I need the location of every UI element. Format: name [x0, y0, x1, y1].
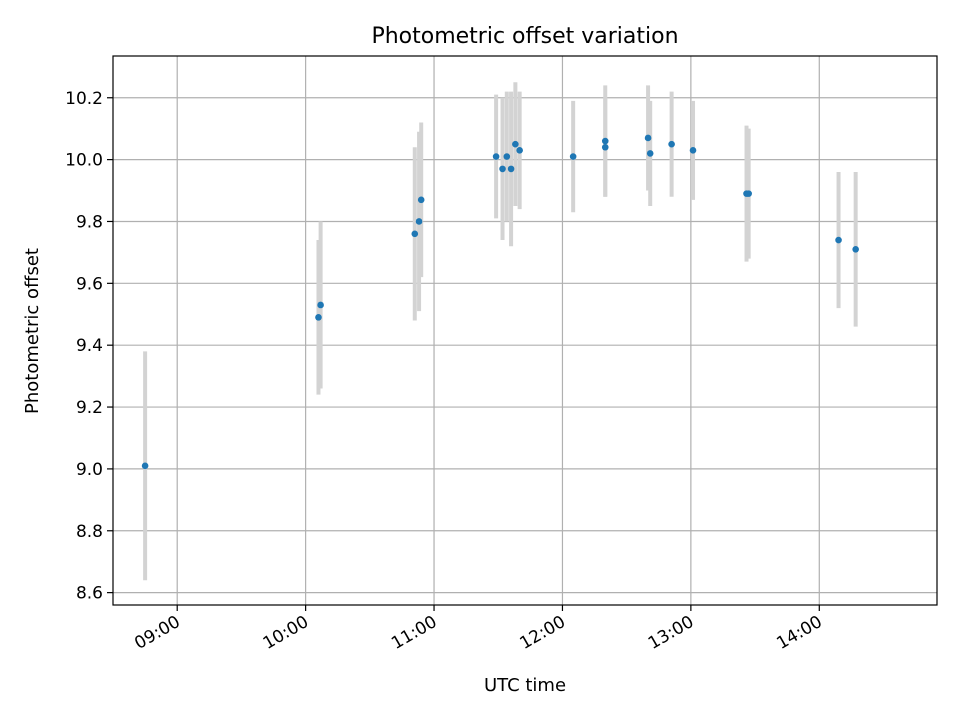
data-point	[745, 190, 752, 197]
data-point	[315, 314, 322, 321]
y-tick-label: 10.0	[65, 151, 103, 171]
data-point	[852, 246, 859, 253]
data-point	[141, 462, 149, 470]
data-point	[417, 196, 425, 204]
data-point	[835, 236, 842, 244]
data-point	[411, 230, 419, 238]
y-tick-label: 10.2	[65, 89, 103, 109]
data-point	[499, 165, 506, 173]
data-point	[689, 147, 697, 154]
data-point	[317, 301, 324, 309]
chart-title: Photometric offset variation	[371, 24, 678, 49]
data-point	[503, 153, 511, 160]
data-point	[516, 147, 523, 154]
data-point	[601, 137, 609, 145]
y-tick-label: 9.6	[76, 274, 103, 294]
data-points	[141, 134, 859, 470]
grid	[113, 56, 937, 605]
data-point	[601, 143, 609, 151]
x-axis-label: UTC time	[484, 675, 566, 696]
data-point	[644, 134, 652, 142]
data-point	[569, 153, 577, 160]
y-tick-label: 9.4	[76, 336, 103, 356]
data-point	[507, 165, 515, 173]
y-axis-ticks: 8.6 8.8 9.0 9.2 9.4 9.6 9.8 10.0 10.2	[65, 89, 113, 604]
y-tick-label: 8.6	[76, 584, 103, 604]
data-point	[512, 140, 519, 148]
data-point	[492, 153, 500, 160]
y-tick-label: 9.2	[76, 398, 103, 418]
plot-frame	[112, 55, 938, 606]
data-point	[415, 218, 423, 225]
y-tick-label: 8.8	[76, 522, 103, 542]
plot-area	[113, 56, 937, 605]
data-point	[668, 140, 675, 148]
y-tick-label: 9.0	[76, 460, 103, 480]
y-tick-label: 9.8	[76, 212, 103, 232]
y-axis-label: Photometric offset	[22, 248, 43, 414]
data-point	[646, 150, 654, 157]
